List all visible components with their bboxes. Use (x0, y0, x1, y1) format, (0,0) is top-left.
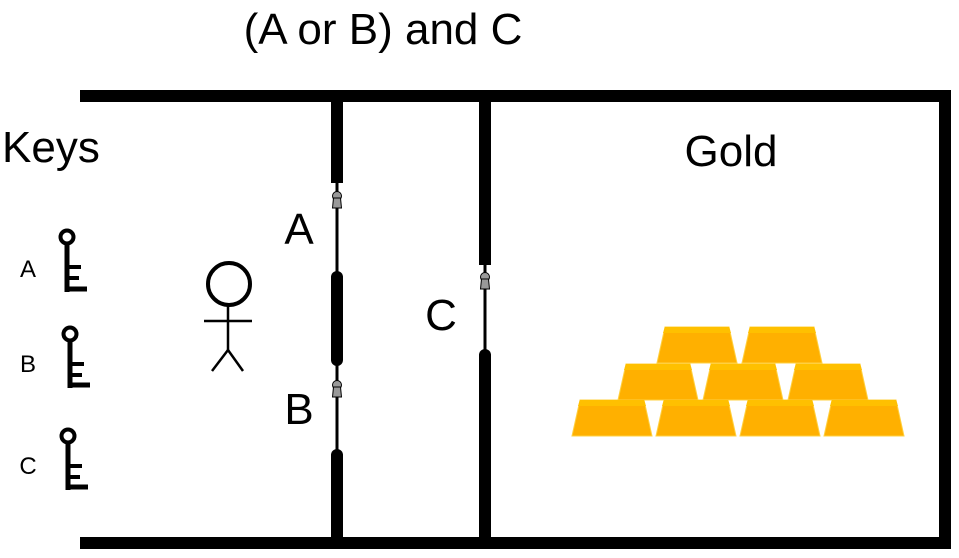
door-c-label: C (425, 291, 457, 340)
key-b[interactable]: B (20, 325, 91, 389)
stick-figure-icon (204, 261, 252, 372)
gold-bar-icon (739, 399, 821, 437)
door-a-lock-icon (331, 191, 343, 209)
partition-c: C (425, 96, 491, 549)
gold-bar-icon (571, 399, 653, 437)
gold-bar-icon (702, 363, 784, 401)
building-walls (80, 90, 951, 549)
gold-bar-icon (656, 326, 738, 364)
keys-heading: Keys (2, 123, 100, 172)
vault-label: Gold (685, 127, 778, 176)
key-a[interactable]: A (20, 228, 88, 293)
key-icon[interactable] (58, 228, 88, 293)
door-c[interactable] (479, 265, 491, 355)
gold-bar-icon (617, 363, 699, 401)
key-c[interactable]: C (19, 427, 89, 491)
door-c-lock-icon (479, 272, 491, 290)
gold-pile (571, 326, 905, 437)
gold-bar-icon (655, 399, 737, 437)
key-c-label: C (19, 453, 36, 480)
gold-bar-icon (741, 326, 823, 364)
door-b-label: B (284, 385, 313, 434)
door-a-label: A (284, 205, 314, 254)
key-icon[interactable] (61, 325, 91, 389)
door-b[interactable] (331, 360, 343, 455)
key-icon[interactable] (59, 427, 89, 491)
key-a-label: A (20, 256, 36, 283)
gold-bar-icon (787, 363, 869, 401)
door-b-lock-icon (331, 380, 343, 398)
partition-ab: A B (284, 96, 343, 549)
door-a[interactable] (331, 183, 343, 277)
gold-bar-icon (823, 399, 905, 437)
key-b-label: B (20, 351, 36, 378)
diagram-title: (A or B) and C (244, 5, 523, 54)
